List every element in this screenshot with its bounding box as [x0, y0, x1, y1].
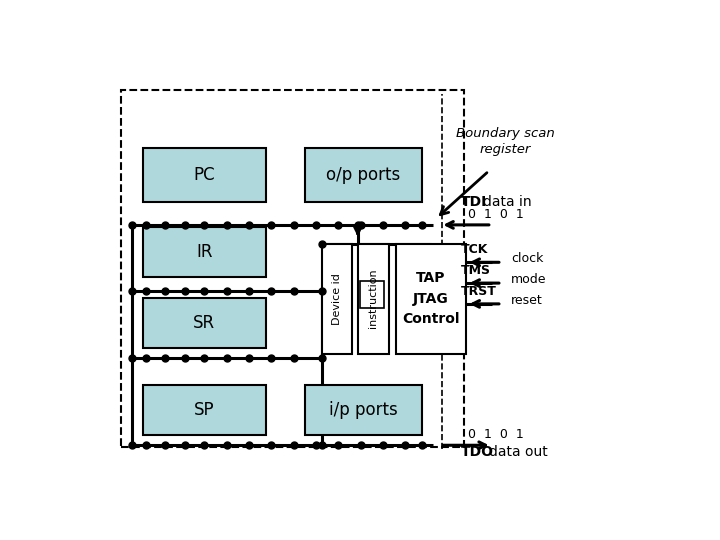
Text: Boundary scan
register: Boundary scan register	[456, 127, 555, 156]
Text: Device id: Device id	[332, 273, 342, 325]
Text: TMS: TMS	[461, 264, 491, 277]
Text: TDI: TDI	[461, 195, 487, 209]
Text: SP: SP	[194, 401, 215, 419]
Text: TRST: TRST	[461, 285, 497, 298]
Bar	[305, 385, 422, 435]
Text: reset: reset	[511, 294, 543, 307]
Bar	[360, 281, 384, 308]
Text: TDO: TDO	[461, 446, 494, 459]
Text: clock: clock	[511, 253, 544, 266]
Bar	[143, 227, 266, 277]
Text: 0  1  0  1: 0 1 0 1	[468, 428, 524, 441]
Text: o/p ports: o/p ports	[326, 166, 400, 184]
Text: data in: data in	[483, 195, 532, 209]
Bar	[396, 244, 466, 354]
Text: TAP
JTAG
Control: TAP JTAG Control	[402, 271, 459, 326]
Bar	[358, 244, 389, 354]
Text: data out: data out	[489, 446, 548, 459]
Text: SR: SR	[194, 314, 215, 332]
Text: PC: PC	[194, 166, 215, 184]
Bar	[143, 298, 266, 348]
Text: TCK: TCK	[461, 243, 488, 256]
Bar	[121, 90, 464, 447]
Text: 0  1  0  1: 0 1 0 1	[468, 208, 524, 221]
Bar	[322, 244, 352, 354]
Bar	[305, 148, 422, 202]
Bar	[143, 385, 266, 435]
Text: instruction: instruction	[368, 269, 378, 328]
Text: i/p ports: i/p ports	[329, 401, 397, 419]
Bar	[143, 148, 266, 202]
Text: IR: IR	[196, 243, 212, 261]
Text: mode: mode	[511, 273, 546, 286]
